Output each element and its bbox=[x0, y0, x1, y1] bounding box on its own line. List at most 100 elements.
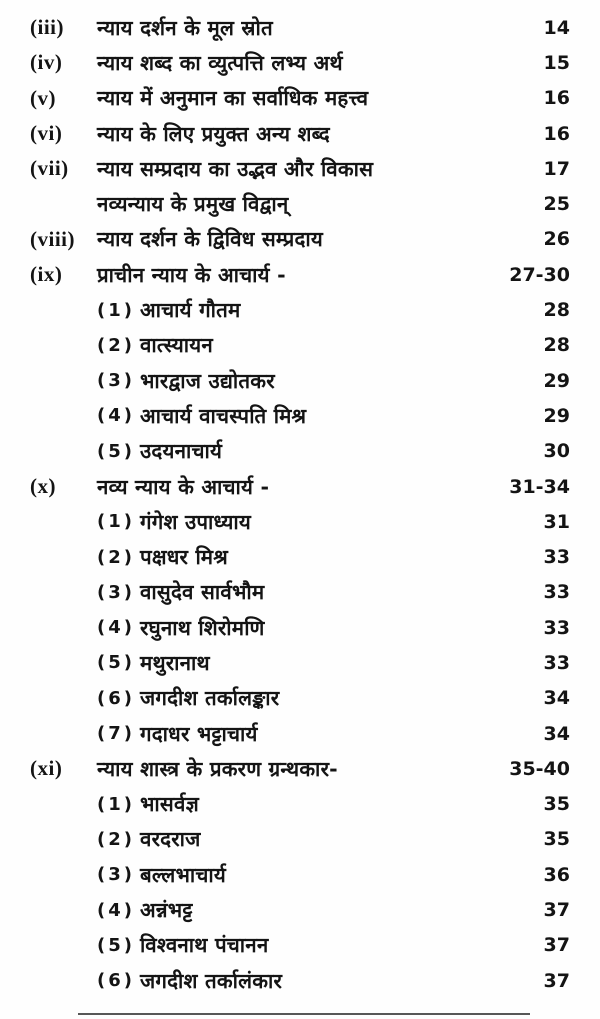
toc-sub-number-marker: (6) bbox=[97, 970, 135, 992]
toc-row: (3) भारद्वाज उद्योतकर 29 bbox=[30, 363, 570, 398]
toc-item-roman-marker: (iii) bbox=[30, 15, 64, 40]
toc-item-title: जगदीश तर्कालङ्कार bbox=[140, 686, 280, 711]
toc-item-title: अन्नंभट्ट bbox=[140, 898, 193, 923]
toc-item-title: भारद्वाज उद्योतकर bbox=[140, 368, 275, 393]
toc-sub-number-marker: (2) bbox=[97, 334, 135, 356]
toc-item-page-number: 15 bbox=[543, 51, 570, 74]
toc-sub-number-marker: (3) bbox=[97, 864, 135, 886]
toc-item-title: न्याय शब्द का व्युत्पत्ति लभ्य अर्थ bbox=[97, 50, 343, 75]
toc-sub-number-marker: (4) bbox=[97, 899, 135, 921]
toc-item-page-number: 26 bbox=[543, 228, 570, 251]
toc-item-title: भासर्वज्ञ bbox=[140, 792, 199, 817]
toc-item-page-number: 27-30 bbox=[509, 263, 570, 286]
toc-item-roman-marker: (ix) bbox=[30, 262, 63, 287]
toc-item-roman-marker: (vi) bbox=[30, 121, 63, 146]
toc-item-page-number: 35 bbox=[543, 828, 570, 851]
toc-row: (4) अन्नंभट्ट 37 bbox=[30, 892, 570, 927]
toc-item-page-number: 29 bbox=[543, 404, 570, 427]
toc-item-page-number: 29 bbox=[543, 369, 570, 392]
toc-item-title: रघुनाथ शिरोमणि bbox=[140, 615, 265, 640]
toc-item-page-number: 31-34 bbox=[509, 475, 570, 498]
toc-sub-number-marker: (7) bbox=[97, 723, 135, 745]
toc-item-page-number: 14 bbox=[543, 16, 570, 39]
toc-sub-number-marker: (4) bbox=[97, 617, 135, 639]
toc-item-page-number: 30 bbox=[543, 440, 570, 463]
toc-sub-number-marker: (2) bbox=[97, 828, 135, 850]
toc-sub-number-marker: (5) bbox=[97, 934, 135, 956]
toc-item-title: गंगेश उपाध्याय bbox=[140, 509, 251, 534]
toc-item-title: पक्षधर मिश्र bbox=[140, 545, 228, 570]
toc-item-page-number: 36 bbox=[543, 863, 570, 886]
toc-item-title: जगदीश तर्कालंकार bbox=[140, 968, 283, 993]
toc-item-title: न्याय के लिए प्रयुक्त अन्य शब्द bbox=[97, 121, 330, 146]
toc-item-title: प्राचीन न्याय के आचार्य - bbox=[97, 262, 286, 287]
toc-sub-number-marker: (6) bbox=[97, 687, 135, 709]
toc-row: (4) रघुनाथ शिरोमणि 33 bbox=[30, 610, 570, 645]
toc-row: (vii) न्याय सम्प्रदाय का उद्भव और विकास 17 bbox=[30, 151, 570, 186]
toc-item-roman-marker: (v) bbox=[30, 85, 56, 110]
toc-item-page-number: 33 bbox=[543, 546, 570, 569]
toc-sub-number-marker: (1) bbox=[97, 793, 135, 815]
toc-row: (iv) न्याय शब्द का व्युत्पत्ति लभ्य अर्थ 1… bbox=[30, 45, 570, 80]
toc-item-page-number: 37 bbox=[543, 934, 570, 957]
toc-item-page-number: 31 bbox=[543, 510, 570, 533]
toc-item-title: वात्स्यायन bbox=[140, 333, 213, 358]
toc-item-roman-marker: (xi) bbox=[30, 756, 63, 781]
toc-item-title: बल्लभाचार्य bbox=[140, 862, 226, 887]
toc-item-page-number: 33 bbox=[543, 651, 570, 674]
toc-row: नव्यन्याय के प्रमुख विद्वान् 25 bbox=[30, 186, 570, 221]
toc-row: (ix) प्राचीन न्याय के आचार्य - 27-30 bbox=[30, 257, 570, 292]
toc-item-page-number: 17 bbox=[543, 157, 570, 180]
toc-row: (2) वात्स्यायन 28 bbox=[30, 328, 570, 363]
toc-item-page-number: 34 bbox=[543, 722, 570, 745]
toc-item-roman-marker: (x) bbox=[30, 474, 56, 498]
toc-item-title: विश्वनाथ पंचानन bbox=[140, 933, 269, 958]
toc-item-title: वासुदेव सार्वभौम bbox=[140, 580, 265, 605]
toc-item-page-number: 16 bbox=[543, 87, 570, 110]
toc-row: (4) आचार्य वाचस्पति मिश्र 29 bbox=[30, 398, 570, 433]
toc-sub-number-marker: (3) bbox=[97, 370, 135, 392]
toc-row: (iii) न्याय दर्शन के मूल स्रोत 14 bbox=[30, 10, 570, 45]
toc-row: (viii) न्याय दर्शन के द्विविध सम्प्रदाय 26 bbox=[30, 222, 570, 257]
toc-item-title: उदयनाचार्य bbox=[140, 439, 223, 464]
toc-item-title: न्याय सम्प्रदाय का उद्भव और विकास bbox=[97, 156, 374, 181]
toc-item-page-number: 25 bbox=[543, 193, 570, 216]
toc-item-page-number: 35-40 bbox=[509, 757, 570, 780]
toc-item-page-number: 35 bbox=[543, 793, 570, 816]
toc-row: (vi) न्याय के लिए प्रयुक्त अन्य शब्द 16 bbox=[30, 116, 570, 151]
toc-item-page-number: 37 bbox=[543, 969, 570, 992]
toc-item-roman-marker: (viii) bbox=[30, 226, 75, 251]
toc-item-page-number: 28 bbox=[543, 299, 570, 322]
toc-item-title: न्याय में अनुमान का सर्वाधिक महत्त्व bbox=[97, 86, 369, 111]
toc-item-page-number: 16 bbox=[543, 122, 570, 145]
toc-row: (7) गदाधर भट्टाचार्य 34 bbox=[30, 716, 570, 751]
toc-sub-number-marker: (4) bbox=[97, 405, 135, 427]
toc-row: (1) गंगेश उपाध्याय 31 bbox=[30, 504, 570, 539]
toc-row: (1) आचार्य गौतम 28 bbox=[30, 292, 570, 327]
toc-item-title: आचार्य गौतम bbox=[140, 298, 241, 323]
toc-item-title: वरदराज bbox=[140, 827, 201, 852]
toc-row: (5) उदयनाचार्य 30 bbox=[30, 434, 570, 469]
toc-sub-number-marker: (1) bbox=[97, 511, 135, 533]
toc-row: (3) वासुदेव सार्वभौम 33 bbox=[30, 575, 570, 610]
toc-row: (v) न्याय में अनुमान का सर्वाधिक महत्त्व 1… bbox=[30, 81, 570, 116]
toc-row: (1) भासर्वज्ञ 35 bbox=[30, 787, 570, 822]
toc-item-roman-marker: (iv) bbox=[30, 50, 63, 75]
toc-item-title: न्याय दर्शन के द्विविध सम्प्रदाय bbox=[97, 227, 323, 252]
toc-item-page-number: 37 bbox=[543, 899, 570, 922]
toc-item-title: मथुरानाथ bbox=[140, 650, 210, 675]
toc-sub-number-marker: (3) bbox=[97, 581, 135, 603]
toc-row: (2) पक्षधर मिश्र 33 bbox=[30, 539, 570, 574]
toc-item-page-number: 33 bbox=[543, 616, 570, 639]
toc-item-title: नव्यन्याय के प्रमुख विद्वान् bbox=[97, 192, 289, 217]
toc-row: (5) विश्वनाथ पंचानन 37 bbox=[30, 928, 570, 963]
toc-item-page-number: 28 bbox=[543, 334, 570, 357]
toc-item-title: नव्य न्याय के आचार्य - bbox=[97, 474, 270, 499]
scan-artifact-line bbox=[78, 1013, 530, 1015]
toc-sub-number-marker: (5) bbox=[97, 440, 135, 462]
table-of-contents: (iii) न्याय दर्शन के मूल स्रोत 14 (iv) न्याय… bbox=[30, 10, 570, 998]
toc-row: (6) जगदीश तर्कालंकार 37 bbox=[30, 963, 570, 998]
toc-sub-number-marker: (1) bbox=[97, 299, 135, 321]
toc-row: (x) नव्य न्याय के आचार्य - 31-34 bbox=[30, 469, 570, 504]
